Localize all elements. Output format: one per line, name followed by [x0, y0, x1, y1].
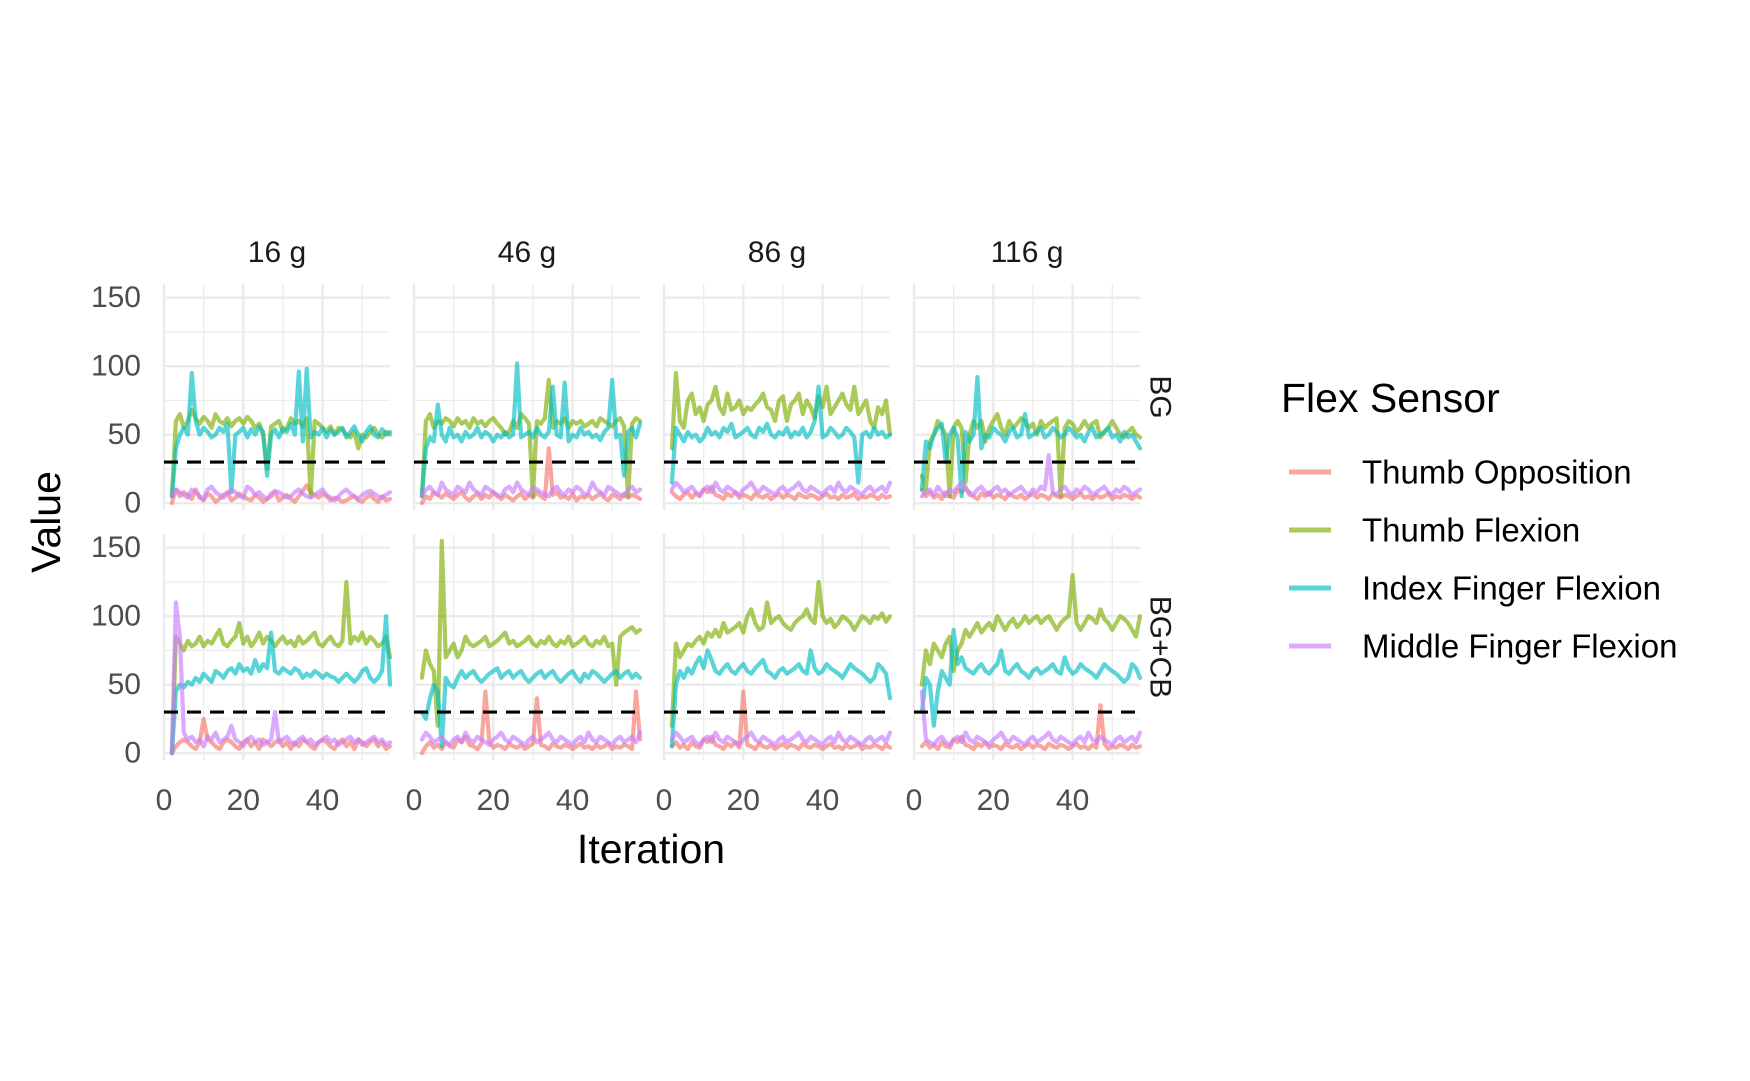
legend-label-thumb-flexion: Thumb Flexion [1362, 512, 1580, 549]
y-tick-label: 50 [108, 668, 141, 701]
y-tick-label: 100 [91, 600, 141, 633]
legend-item-index-finger-flexion: Index Finger Flexion [1289, 570, 1661, 607]
x-tick-label: 40 [1056, 784, 1089, 817]
panels [162, 284, 1143, 760]
x-tick-label: 0 [406, 784, 423, 817]
legend: Flex Sensor Thumb Opposition Thumb Flexion… [1281, 375, 1677, 665]
series-line-middle-finger-flexion [669, 730, 893, 748]
x-tick-label: 20 [977, 784, 1010, 817]
x-tick-label: 40 [806, 784, 839, 817]
panel-46-g-bg [412, 284, 643, 510]
series-line-index-finger-flexion [169, 366, 393, 499]
legend-item-middle-finger-flexion: Middle Finger Flexion [1289, 628, 1677, 665]
legend-item-thumb-opposition: Thumb Opposition [1289, 454, 1632, 491]
series-line-thumb-flexion [669, 579, 893, 728]
x-axis-title: Iteration [577, 826, 725, 872]
y-tick-label: 100 [91, 350, 141, 383]
series-line-thumb-flexion [419, 538, 643, 728]
x-tick-label: 0 [656, 784, 673, 817]
series-line-middle-finger-flexion [169, 484, 393, 503]
series-line-thumb-flexion [919, 572, 1143, 687]
y-tick-label: 0 [124, 737, 141, 770]
series-line-index-finger-flexion [919, 375, 1143, 499]
legend-item-thumb-flexion: Thumb Flexion [1289, 512, 1580, 549]
facet-strip-bg: BG [1144, 375, 1177, 418]
series-line-middle-finger-flexion [669, 480, 893, 497]
panel-116-g-bg-plus-cb [912, 534, 1143, 760]
series-line-index-finger-flexion [669, 648, 893, 749]
series-line-middle-finger-flexion [919, 689, 1143, 748]
series-line-thumb-flexion [419, 377, 643, 499]
series-line-index-finger-flexion [169, 614, 393, 756]
panel-46-g-bg-plus-cb [412, 534, 643, 760]
x-tick-label: 0 [156, 784, 173, 817]
y-axis-title: Value [23, 471, 69, 573]
y-tick-label: 50 [108, 418, 141, 451]
facet-strip-16-g: 16 g [248, 236, 306, 269]
series-line-thumb-opposition [669, 689, 893, 752]
y-tick-label: 150 [91, 281, 141, 314]
panel-116-g-bg [912, 284, 1143, 510]
legend-label-middle-finger-flexion: Middle Finger Flexion [1362, 628, 1677, 665]
panel-86-g-bg-plus-cb [662, 534, 893, 760]
x-tick-label: 0 [906, 784, 923, 817]
axis-labels: 16 g 46 g 86 g 116 g BG BG+CB 0 50 100 150 0 50 100 1… [23, 236, 1177, 872]
series-line-index-finger-flexion [669, 384, 893, 485]
series-line-middle-finger-flexion [419, 480, 643, 499]
facet-strip-116-g: 116 g [991, 236, 1064, 269]
facet-strip-86-g: 86 g [748, 236, 806, 269]
legend-label-thumb-opposition: Thumb Opposition [1362, 454, 1632, 491]
legend-title: Flex Sensor [1281, 375, 1500, 421]
series-line-thumb-flexion [669, 370, 893, 451]
panel-86-g-bg [662, 284, 893, 510]
panel-16-g-bg [162, 284, 393, 510]
series-line-middle-finger-flexion [919, 453, 1143, 499]
facet-strip-46-g: 46 g [498, 236, 556, 269]
x-tick-label: 20 [477, 784, 510, 817]
series-line-thumb-flexion [169, 579, 393, 756]
y-tick-label: 0 [124, 487, 141, 520]
legend-label-index-finger-flexion: Index Finger Flexion [1362, 570, 1661, 607]
facet-strip-bg-plus-cb: BG+CB [1144, 596, 1177, 699]
x-tick-label: 40 [306, 784, 339, 817]
x-tick-label: 40 [556, 784, 589, 817]
series-line-index-finger-flexion [919, 627, 1143, 728]
y-tick-label: 150 [91, 531, 141, 564]
series-line-index-finger-flexion [419, 361, 643, 499]
x-tick-label: 20 [227, 784, 260, 817]
series-line-thumb-opposition [669, 484, 893, 502]
panel-16-g-bg-plus-cb [162, 534, 393, 760]
series-line-thumb-flexion [169, 407, 393, 499]
series-line-index-finger-flexion [419, 666, 643, 749]
series-line-middle-finger-flexion [169, 600, 393, 756]
x-tick-label: 20 [727, 784, 760, 817]
series-line-middle-finger-flexion [419, 730, 643, 748]
